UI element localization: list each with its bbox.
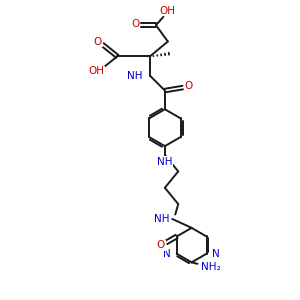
Text: O: O <box>184 81 193 91</box>
Text: O: O <box>94 37 102 46</box>
Text: O: O <box>157 240 165 250</box>
Text: OH: OH <box>160 6 176 16</box>
Text: NH: NH <box>154 214 169 224</box>
Text: O: O <box>132 19 140 29</box>
Text: NH: NH <box>157 157 172 166</box>
Text: N: N <box>163 249 171 259</box>
Text: NH: NH <box>127 71 142 81</box>
Text: N: N <box>212 249 220 259</box>
Text: NH₂: NH₂ <box>200 262 220 272</box>
Text: OH: OH <box>88 66 104 76</box>
